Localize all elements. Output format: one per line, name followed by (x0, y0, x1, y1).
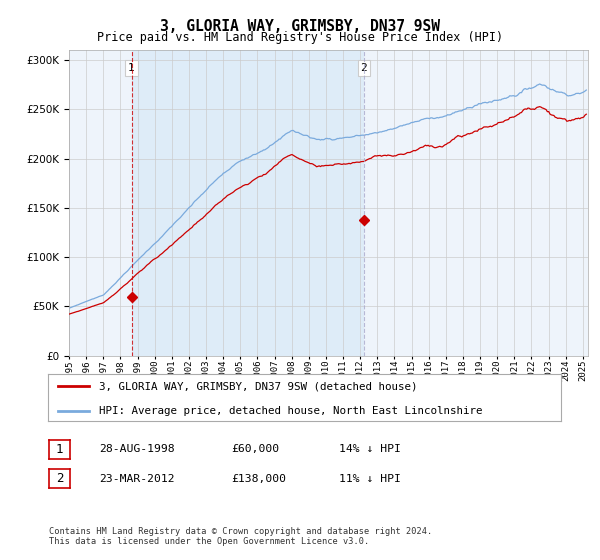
Text: 1: 1 (128, 63, 135, 73)
Text: 23-MAR-2012: 23-MAR-2012 (99, 474, 175, 484)
Text: £138,000: £138,000 (231, 474, 286, 484)
Text: HPI: Average price, detached house, North East Lincolnshire: HPI: Average price, detached house, Nort… (100, 405, 483, 416)
Text: 1: 1 (56, 442, 63, 456)
Bar (131, 50, 364, 356)
Text: 3, GLORIA WAY, GRIMSBY, DN37 9SW (detached house): 3, GLORIA WAY, GRIMSBY, DN37 9SW (detach… (100, 381, 418, 391)
Text: 14% ↓ HPI: 14% ↓ HPI (339, 444, 401, 454)
Text: 2: 2 (361, 63, 367, 73)
Text: 2: 2 (56, 472, 63, 486)
Text: 3, GLORIA WAY, GRIMSBY, DN37 9SW: 3, GLORIA WAY, GRIMSBY, DN37 9SW (160, 20, 440, 34)
Text: 11% ↓ HPI: 11% ↓ HPI (339, 474, 401, 484)
Text: £60,000: £60,000 (231, 444, 279, 454)
Text: Price paid vs. HM Land Registry's House Price Index (HPI): Price paid vs. HM Land Registry's House … (97, 31, 503, 44)
Text: 28-AUG-1998: 28-AUG-1998 (99, 444, 175, 454)
Text: Contains HM Land Registry data © Crown copyright and database right 2024.
This d: Contains HM Land Registry data © Crown c… (49, 527, 433, 546)
